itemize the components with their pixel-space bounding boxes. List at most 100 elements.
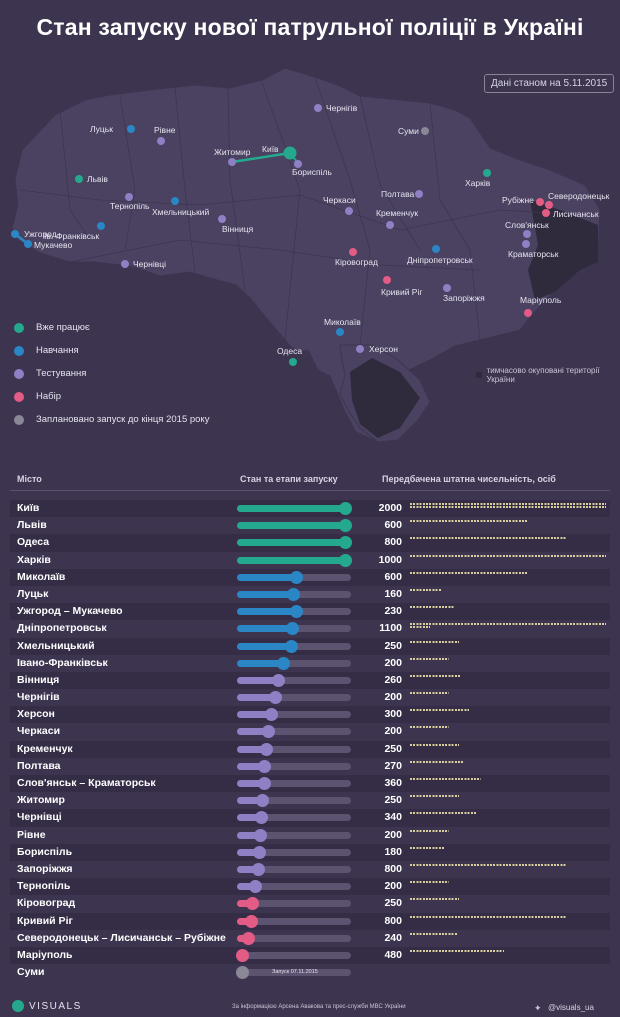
row-city: Бориспіль [17, 845, 73, 858]
row-city: Рівне [17, 828, 46, 841]
staff-people-line [410, 506, 606, 508]
row-city: Черкаси [17, 725, 61, 738]
progress-track [235, 948, 351, 962]
table-row: Одеса 800 [10, 534, 610, 552]
table-row: Северодонецьк – Лисичанськ – Рубіжне 240 [10, 930, 610, 947]
map-label-kremenchuk: Кременчук [376, 208, 418, 218]
legend-label: Заплановано запуск до кінця 2015 року [36, 414, 210, 425]
staff-people-bar [410, 846, 606, 858]
staff-people-bar [410, 743, 606, 755]
logo-text: VISUALS [29, 1000, 82, 1012]
map-dot-kharkiv [483, 169, 491, 177]
staff-people-bar [410, 674, 606, 686]
map-label-kherson: Херсон [369, 344, 398, 354]
staff-people-bar [410, 812, 606, 823]
progress-knob [258, 759, 272, 773]
map-dot-ivano-frankivsk [97, 222, 105, 230]
table-row: Луцьк 160 [10, 586, 610, 603]
map-label-mariupol: Маріуполь [520, 295, 562, 305]
row-city: Кривий Ріг [17, 914, 73, 927]
staff-people-bar [410, 503, 606, 514]
ukraine-map: Київ Бориспіль Житомир Чернігів Суми Луц… [11, 67, 610, 443]
staff-count: 1100 [379, 622, 402, 635]
staff-people-bar [410, 692, 606, 703]
progress-knob [339, 553, 353, 567]
progress-knob [339, 536, 353, 550]
progress-knob [272, 673, 286, 687]
map-dot-kramatorsk [522, 240, 530, 248]
map-landmass [11, 67, 601, 443]
staff-people-bar [410, 932, 606, 944]
progress-track [237, 725, 351, 739]
table-row: Слов'янськ – Краматорськ 360 [10, 775, 610, 793]
map-city-markers [11, 104, 553, 366]
occupied-legend: тимчасово окуповані території України [476, 366, 620, 384]
table-row: Херсон 300 [10, 706, 610, 724]
row-city: Одеса [17, 536, 50, 549]
staff-people-line [410, 898, 459, 901]
map-label-sumy: Суми [398, 126, 419, 136]
progress-knob [276, 656, 290, 670]
staff-people-line [410, 743, 459, 746]
staff-count: 250 [384, 639, 402, 652]
progress-track [237, 759, 351, 773]
staff-people-bar [410, 606, 606, 617]
progress-fill [237, 694, 275, 702]
staff-people-bar [410, 588, 606, 600]
progress-fill [237, 659, 283, 667]
visuals-logo-icon [12, 1000, 24, 1012]
occupied-swatch-icon [476, 372, 482, 378]
staff-people-bar [410, 623, 606, 634]
row-city: Кіровоград [17, 897, 76, 910]
map-dot-zaporizhzhia [443, 284, 451, 292]
progress-track [237, 828, 351, 842]
staff-people-line [410, 692, 450, 695]
map-label-sievierodonetsk: Северодонецьк [548, 191, 610, 201]
staff-people-line [410, 657, 450, 660]
progress-track [237, 656, 351, 670]
map-label-kramatorsk: Краматорськ [508, 249, 559, 259]
progress-knob [252, 845, 266, 859]
progress-knob [290, 605, 304, 619]
progress-knob [258, 777, 272, 790]
staff-people-line [410, 812, 477, 815]
staff-count: 260 [384, 673, 402, 686]
map-label-kyiv: Київ [262, 144, 279, 154]
legend-label: Навчання [36, 345, 79, 356]
staff-people-bar [410, 640, 606, 652]
map-dot-kirovohrad [349, 248, 357, 256]
row-city: Чернівці [17, 811, 62, 824]
progress-fill [237, 522, 346, 530]
table-row: Бориспіль 180 [10, 843, 610, 861]
staff-people-bar [410, 829, 606, 841]
map-label-kirovohrad: Кіровоград [335, 257, 378, 267]
staff-people-line [410, 709, 469, 712]
progress-track [237, 862, 351, 876]
staff-count: 230 [384, 605, 402, 618]
progress-fill [237, 780, 265, 787]
row-city: Запоріжжя [17, 862, 73, 875]
progress-track [237, 605, 351, 619]
progress-knob [259, 742, 273, 756]
progress-track [237, 794, 351, 808]
map-label-rivne: Рівне [154, 125, 176, 135]
staff-people-line [410, 626, 430, 629]
progress-track [237, 622, 351, 636]
table-row: Дніпропетровськ 1100 [10, 620, 610, 637]
staff-count: 250 [384, 794, 402, 807]
progress-fill [237, 539, 346, 547]
progress-fill [237, 745, 266, 753]
map-dot-ternopil [125, 193, 133, 201]
progress-knob [265, 708, 279, 722]
row-city: Луцьк [17, 587, 49, 600]
staff-count: 600 [384, 570, 402, 583]
staff-people-line [410, 795, 459, 798]
staff-people-line [410, 829, 450, 832]
legend-label: Тестування [36, 368, 87, 379]
map-label-ivano-frankivsk: Ів.-Франківськ [44, 231, 99, 241]
progress-knob [242, 931, 256, 945]
progress-knob [251, 862, 265, 876]
progress-track [235, 966, 351, 980]
staff-people-bar [410, 881, 606, 892]
map-label-sloviansk: Слов'янськ [505, 220, 549, 230]
